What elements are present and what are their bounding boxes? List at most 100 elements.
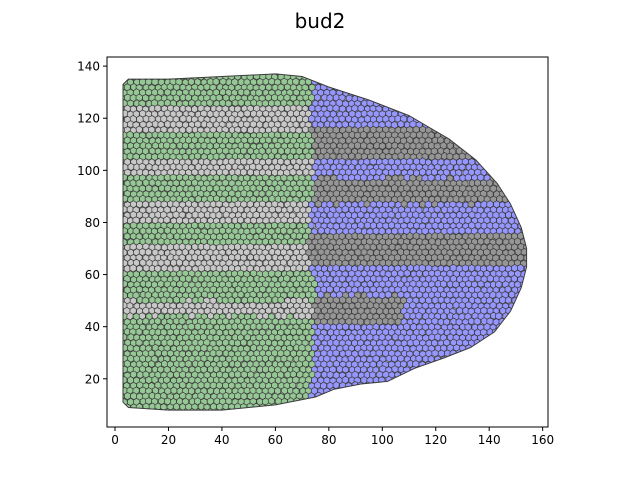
cell	[319, 402, 328, 411]
cell	[375, 73, 384, 81]
cell	[533, 67, 539, 74]
cell	[391, 333, 399, 341]
cell	[523, 285, 527, 294]
cell	[483, 343, 491, 352]
cell	[440, 99, 448, 108]
cell	[446, 366, 454, 374]
cell	[530, 212, 537, 220]
cell	[505, 328, 513, 337]
cell	[115, 78, 121, 85]
cell	[329, 73, 337, 76]
cell	[473, 147, 481, 156]
cell	[462, 115, 470, 124]
cell	[446, 99, 454, 108]
cell	[520, 247, 527, 256]
cell	[111, 371, 118, 378]
cell	[501, 344, 510, 353]
cell	[516, 93, 524, 102]
cell	[517, 338, 525, 347]
cell	[341, 77, 349, 86]
cell	[341, 397, 349, 406]
cell	[112, 318, 118, 325]
cell	[525, 216, 527, 225]
cell	[391, 386, 399, 395]
cell	[520, 333, 527, 342]
cell	[302, 63, 309, 70]
cell	[504, 381, 512, 390]
cell	[444, 73, 452, 81]
cell	[218, 73, 227, 76]
cell	[403, 88, 411, 97]
cell	[369, 157, 377, 166]
cell	[483, 141, 491, 151]
cell	[118, 414, 124, 421]
cell	[370, 414, 377, 421]
cell	[452, 398, 461, 406]
cell	[492, 147, 500, 156]
cell	[456, 370, 464, 379]
cell	[467, 73, 475, 81]
cell	[240, 157, 248, 166]
cell	[271, 221, 278, 230]
cell	[483, 131, 491, 140]
cell	[492, 381, 500, 390]
cell	[384, 99, 392, 107]
cell	[486, 147, 495, 155]
cell	[444, 414, 450, 422]
cell	[412, 371, 420, 380]
cell	[474, 381, 482, 390]
cell	[149, 62, 155, 70]
cell	[295, 190, 303, 199]
cell	[487, 125, 495, 134]
cell	[453, 77, 461, 86]
cell	[483, 397, 491, 406]
cell	[266, 62, 272, 69]
cell	[363, 73, 371, 81]
cell	[424, 391, 433, 400]
cell	[483, 78, 491, 87]
cell	[443, 371, 451, 380]
cell	[530, 414, 536, 421]
cell	[514, 141, 522, 150]
cell	[477, 88, 485, 97]
cell	[513, 366, 521, 374]
cell	[505, 157, 513, 166]
cell	[506, 413, 512, 420]
cell	[115, 100, 121, 107]
cell	[453, 73, 461, 76]
cell	[449, 382, 457, 391]
cell	[217, 413, 223, 420]
cell	[111, 393, 117, 400]
cell	[142, 402, 150, 411]
cell	[329, 408, 337, 411]
cell	[490, 99, 498, 108]
cell	[510, 73, 518, 81]
cell	[326, 403, 334, 411]
cell	[191, 168, 199, 177]
cell	[114, 302, 120, 309]
cell	[317, 408, 325, 411]
cell	[407, 104, 415, 113]
cell	[464, 407, 472, 411]
cell	[471, 397, 478, 406]
cell	[115, 409, 121, 416]
cell	[530, 191, 537, 198]
cell	[237, 98, 245, 107]
cell	[317, 73, 325, 77]
cell	[533, 292, 539, 300]
cell	[431, 115, 439, 124]
cell	[401, 414, 408, 421]
cell	[456, 83, 464, 92]
cell	[495, 88, 503, 97]
cell	[520, 312, 527, 321]
cell	[498, 83, 506, 92]
cell	[526, 205, 527, 214]
cell	[479, 371, 487, 380]
cell	[446, 89, 454, 97]
cell	[493, 136, 500, 145]
cell	[481, 414, 488, 421]
cell	[486, 338, 494, 347]
cell	[474, 93, 482, 102]
cell	[534, 238, 540, 245]
cell	[339, 296, 347, 304]
